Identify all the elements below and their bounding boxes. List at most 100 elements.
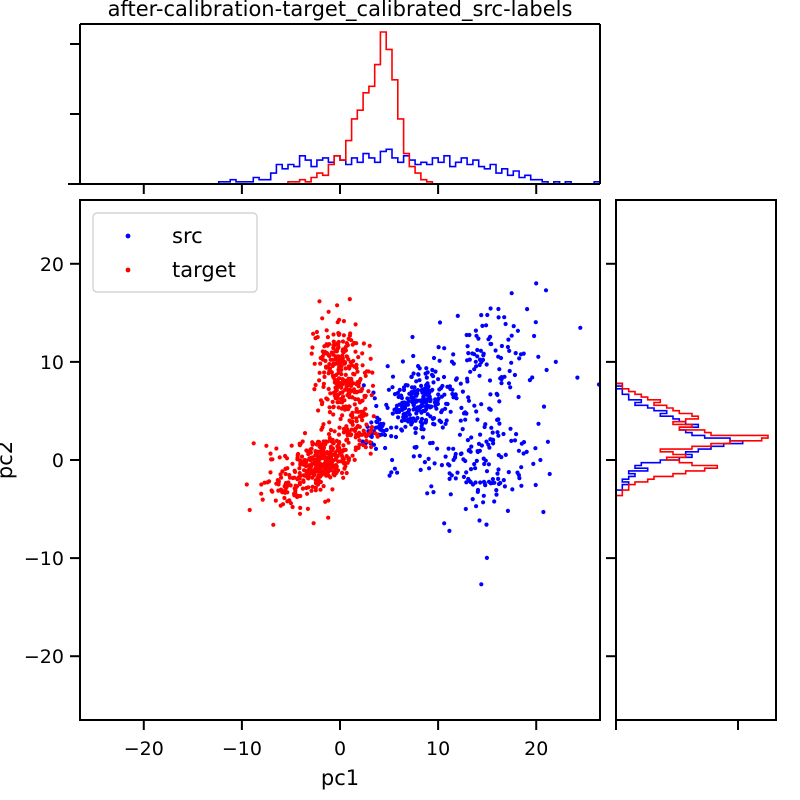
scatter-point-target — [305, 448, 310, 453]
scatter-point-target — [306, 473, 311, 478]
scatter-point-target — [336, 447, 341, 452]
scatter-point-target — [358, 376, 363, 382]
scatter-point-src — [411, 454, 416, 459]
scatter-point-src — [439, 463, 444, 468]
scatter-point-target — [342, 398, 347, 403]
y-tick-label: −20 — [24, 646, 64, 668]
scatter-point-src — [494, 488, 499, 493]
scatter-point-src — [443, 421, 448, 426]
scatter-point-src — [375, 425, 380, 430]
scatter-point-target — [283, 471, 288, 477]
scatter-point-src — [447, 528, 452, 534]
scatter-point-target — [340, 390, 345, 395]
scatter-point-src — [475, 417, 480, 422]
scatter-point-target — [366, 389, 371, 394]
scatter-point-target — [311, 331, 316, 336]
scatter-point-src — [384, 427, 389, 432]
scatter-point-src — [491, 441, 496, 446]
scatter-point-src — [431, 421, 436, 426]
scatter-point-src — [512, 372, 518, 378]
scatter-point-target — [275, 478, 280, 483]
scatter-point-target — [326, 432, 332, 437]
scatter-point-src — [450, 391, 455, 397]
scatter-point-src — [479, 313, 484, 318]
scatter-point-src — [387, 473, 392, 478]
scatter-point-src — [389, 434, 394, 439]
scatter-point-src — [469, 435, 474, 440]
scatter-point-target — [341, 426, 346, 432]
scatter-point-src — [426, 456, 431, 461]
scatter-point-src — [414, 393, 419, 398]
scatter-point-src — [497, 367, 502, 372]
scatter-point-target — [341, 319, 346, 324]
scatter-point-target — [367, 343, 372, 348]
scatter-point-src — [418, 467, 423, 472]
scatter-point-target — [344, 454, 349, 459]
scatter-point-src — [498, 355, 504, 361]
scatter-point-target — [297, 480, 302, 485]
scatter-point-src — [422, 460, 427, 465]
scatter-point-src — [463, 458, 468, 464]
scatter-point-src — [431, 355, 437, 361]
scatter-point-target — [327, 362, 332, 367]
scatter-point-src — [414, 411, 419, 416]
scatter-point-src — [410, 334, 415, 340]
scatter-point-target — [312, 473, 317, 478]
scatter-point-src — [430, 387, 435, 392]
scatter-point-target — [337, 331, 342, 336]
scatter-point-src — [489, 341, 494, 347]
scatter-point-src — [473, 480, 478, 485]
scatter-point-src — [412, 385, 417, 390]
scatter-plot-area: −20 −10 0 10 20 −20 −10 0 10 20 — [24, 199, 602, 760]
scatter-point-src — [508, 385, 513, 390]
scatter-point-src — [486, 337, 491, 342]
scatter-point-target — [299, 454, 305, 459]
x-tick-label: −10 — [222, 738, 262, 760]
scatter-point-src — [399, 418, 404, 424]
scatter-point-target — [331, 469, 336, 474]
scatter-point-target — [326, 309, 331, 314]
legend-marker-target — [125, 267, 131, 273]
scatter-point-target — [282, 495, 287, 501]
scatter-point-src — [536, 421, 541, 426]
scatter-point-src — [489, 425, 494, 430]
scatter-point-src — [516, 394, 521, 400]
scatter-point-target — [360, 432, 365, 437]
scatter-point-src — [485, 312, 490, 318]
scatter-point-target — [341, 333, 346, 338]
scatter-point-target — [271, 522, 276, 527]
scatter-point-target — [276, 488, 281, 493]
scatter-point-target — [370, 383, 376, 388]
scatter-point-src — [508, 426, 513, 431]
scatter-point-src — [487, 406, 492, 411]
scatter-point-target — [320, 316, 325, 321]
scatter-point-src — [422, 388, 427, 393]
scatter-point-target — [355, 369, 360, 374]
scatter-point-src — [489, 437, 494, 442]
scatter-point-target — [298, 442, 303, 447]
scatter-point-src — [496, 417, 501, 422]
scatter-point-src — [453, 451, 458, 457]
scatter-point-src — [466, 351, 471, 356]
scatter-point-target — [331, 332, 336, 337]
scatter-point-target — [324, 396, 329, 401]
scatter-point-src — [466, 398, 472, 403]
scatter-point-target — [360, 351, 365, 356]
scatter-point-target — [360, 363, 365, 368]
scatter-point-src — [409, 392, 414, 397]
scatter-point-src — [424, 366, 429, 371]
scatter-point-target — [345, 437, 350, 442]
scatter-point-target — [318, 361, 323, 366]
scatter-point-src — [486, 479, 492, 484]
scatter-point-target — [347, 391, 352, 396]
scatter-point-src — [493, 348, 498, 353]
scatter-point-src — [461, 474, 466, 479]
scatter-point-target — [323, 439, 328, 444]
scatter-point-target — [340, 382, 345, 387]
x-tick-label: 0 — [334, 738, 346, 760]
scatter-point-target — [305, 491, 310, 496]
scatter-point-src — [482, 461, 487, 467]
scatter-point-target — [317, 467, 323, 472]
scatter-point-target — [288, 483, 293, 488]
scatter-point-src — [481, 353, 486, 358]
